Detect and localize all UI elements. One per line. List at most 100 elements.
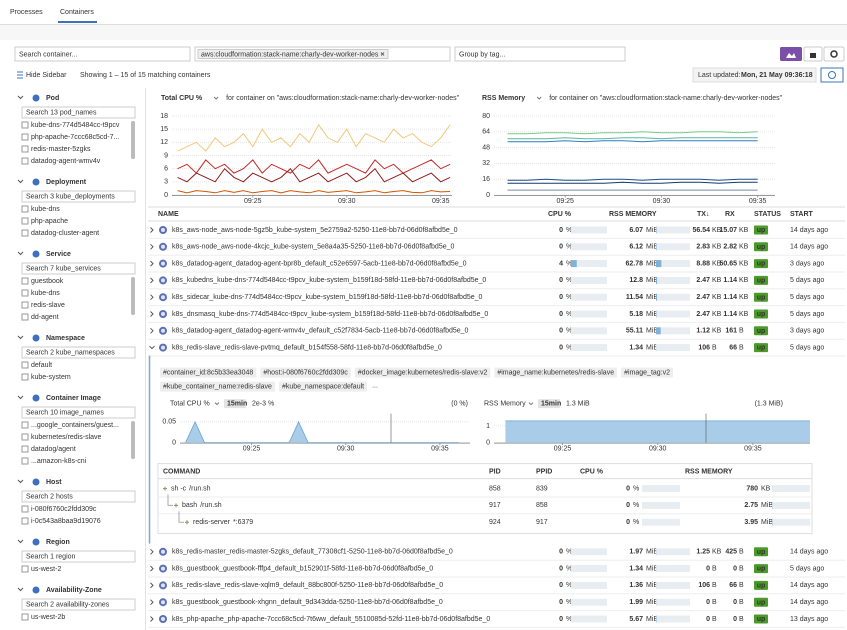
expand-caret[interactable] <box>150 616 154 622</box>
checkbox[interactable] <box>21 121 29 129</box>
rss-bar <box>656 243 657 251</box>
checkbox[interactable] <box>21 217 29 225</box>
rss-unit: MiB <box>761 519 773 526</box>
range-chip[interactable] <box>538 399 560 409</box>
checkbox[interactable] <box>21 313 29 321</box>
rss-value: 5.18 <box>629 311 643 318</box>
search-box[interactable] <box>21 598 136 611</box>
lock-icon <box>810 53 816 58</box>
dropdown-caret[interactable] <box>528 402 534 406</box>
collapse-caret[interactable] <box>149 345 155 350</box>
cpu-unit: % <box>566 311 572 318</box>
column-header: TX↓ <box>697 211 709 218</box>
expand-caret[interactable] <box>150 294 154 301</box>
group-box[interactable] <box>454 46 626 62</box>
expand-caret[interactable] <box>150 260 154 267</box>
expand-icon[interactable] <box>174 503 178 508</box>
tx-unit: KB <box>712 328 722 335</box>
section-icon <box>32 178 40 186</box>
rx-value: 1.14 <box>723 277 737 284</box>
checkbox[interactable] <box>21 565 29 573</box>
checkbox[interactable] <box>21 613 29 621</box>
search-box[interactable] <box>21 190 136 203</box>
start-time: 14 days ago <box>790 582 828 589</box>
checkbox[interactable] <box>21 229 29 237</box>
filter-tag: aws:cloudformation:stack-name:charly-dev… <box>201 51 379 58</box>
bar-track <box>772 485 810 493</box>
hide-sidebar[interactable]: Hide Sidebar <box>26 72 67 79</box>
checkbox[interactable] <box>21 457 29 465</box>
checkbox[interactable] <box>21 445 29 453</box>
chart-title: RSS Memory <box>482 95 525 102</box>
container-name: k8s_php-apache_php-apache-7ccc68c5cd-7t6… <box>172 616 490 623</box>
checkbox[interactable] <box>21 145 29 153</box>
rx-unit: KB <box>739 260 749 267</box>
checkbox[interactable] <box>21 505 29 513</box>
column-header: CPU % <box>548 211 572 218</box>
checkbox[interactable] <box>21 277 29 285</box>
tag: #kube_container_name:redis-slave <box>163 383 272 390</box>
checkbox[interactable] <box>21 421 29 429</box>
search-box[interactable] <box>21 550 136 563</box>
checkbox[interactable] <box>21 157 29 165</box>
start-time: 14 days ago <box>790 599 828 606</box>
expand-caret[interactable] <box>150 277 154 284</box>
command-args: /run.sh <box>189 485 211 492</box>
command: redis-server <box>193 519 231 526</box>
chip-remove[interactable] <box>380 52 385 56</box>
y-tick-label: 12 <box>160 139 168 146</box>
rx-value: 0 <box>733 565 737 572</box>
checkbox[interactable] <box>21 289 29 297</box>
range-chip[interactable] <box>224 399 246 409</box>
y-tick-label: 64 <box>482 129 490 136</box>
dropdown-caret[interactable] <box>536 96 542 100</box>
expand-icon[interactable] <box>185 520 189 525</box>
tab[interactable]: Processes <box>10 9 43 16</box>
expand-caret[interactable] <box>150 327 154 334</box>
checkbox[interactable] <box>21 373 29 381</box>
search-box[interactable] <box>21 406 136 419</box>
checkbox[interactable] <box>21 361 29 369</box>
expand-caret[interactable] <box>150 582 154 589</box>
expand-caret[interactable] <box>150 599 154 606</box>
bar-track <box>656 344 690 352</box>
search-box[interactable] <box>21 262 136 275</box>
dropdown-caret[interactable] <box>214 402 220 406</box>
x-tick-label: 09:35 <box>744 445 762 452</box>
search-box[interactable] <box>14 46 191 62</box>
expand-caret[interactable] <box>150 311 154 317</box>
expand-icon[interactable] <box>163 486 167 491</box>
checkbox[interactable] <box>21 205 29 213</box>
chart-toggle[interactable] <box>780 47 802 61</box>
expand-caret[interactable] <box>150 243 154 250</box>
checkbox[interactable] <box>21 517 29 525</box>
checkbox[interactable] <box>21 301 29 309</box>
tab-active[interactable]: Containers <box>60 9 94 16</box>
showing-count: Showing 1 – 15 of 15 matching containers <box>80 72 211 79</box>
clock-button[interactable] <box>820 67 844 83</box>
rx-value: 161 <box>725 328 737 335</box>
start-time: 5 days ago <box>790 294 824 301</box>
search-box[interactable] <box>21 346 136 359</box>
range: 15min <box>227 400 247 407</box>
process-column-header: PPID <box>536 468 552 475</box>
settings-button[interactable] <box>823 46 845 62</box>
expand-caret[interactable] <box>150 565 154 572</box>
search-box[interactable] <box>21 490 136 503</box>
checkbox[interactable] <box>21 433 29 441</box>
expand-caret[interactable] <box>150 227 154 233</box>
bar-track <box>571 565 607 573</box>
checkbox[interactable] <box>21 133 29 141</box>
expand-caret[interactable] <box>150 548 154 555</box>
rx-value: 66 <box>729 582 737 589</box>
caret <box>17 587 24 592</box>
series-line <box>507 131 758 135</box>
start-time: 5 days ago <box>790 277 824 284</box>
search-box[interactable] <box>21 106 136 119</box>
search-placeholder: Search 2 hosts <box>26 493 73 500</box>
rx-value: 2.82 <box>723 244 737 251</box>
y-tick-label: 48 <box>482 144 490 151</box>
bar-track <box>656 226 690 234</box>
container-icon-inner <box>161 244 165 249</box>
dropdown-caret[interactable] <box>213 96 219 100</box>
